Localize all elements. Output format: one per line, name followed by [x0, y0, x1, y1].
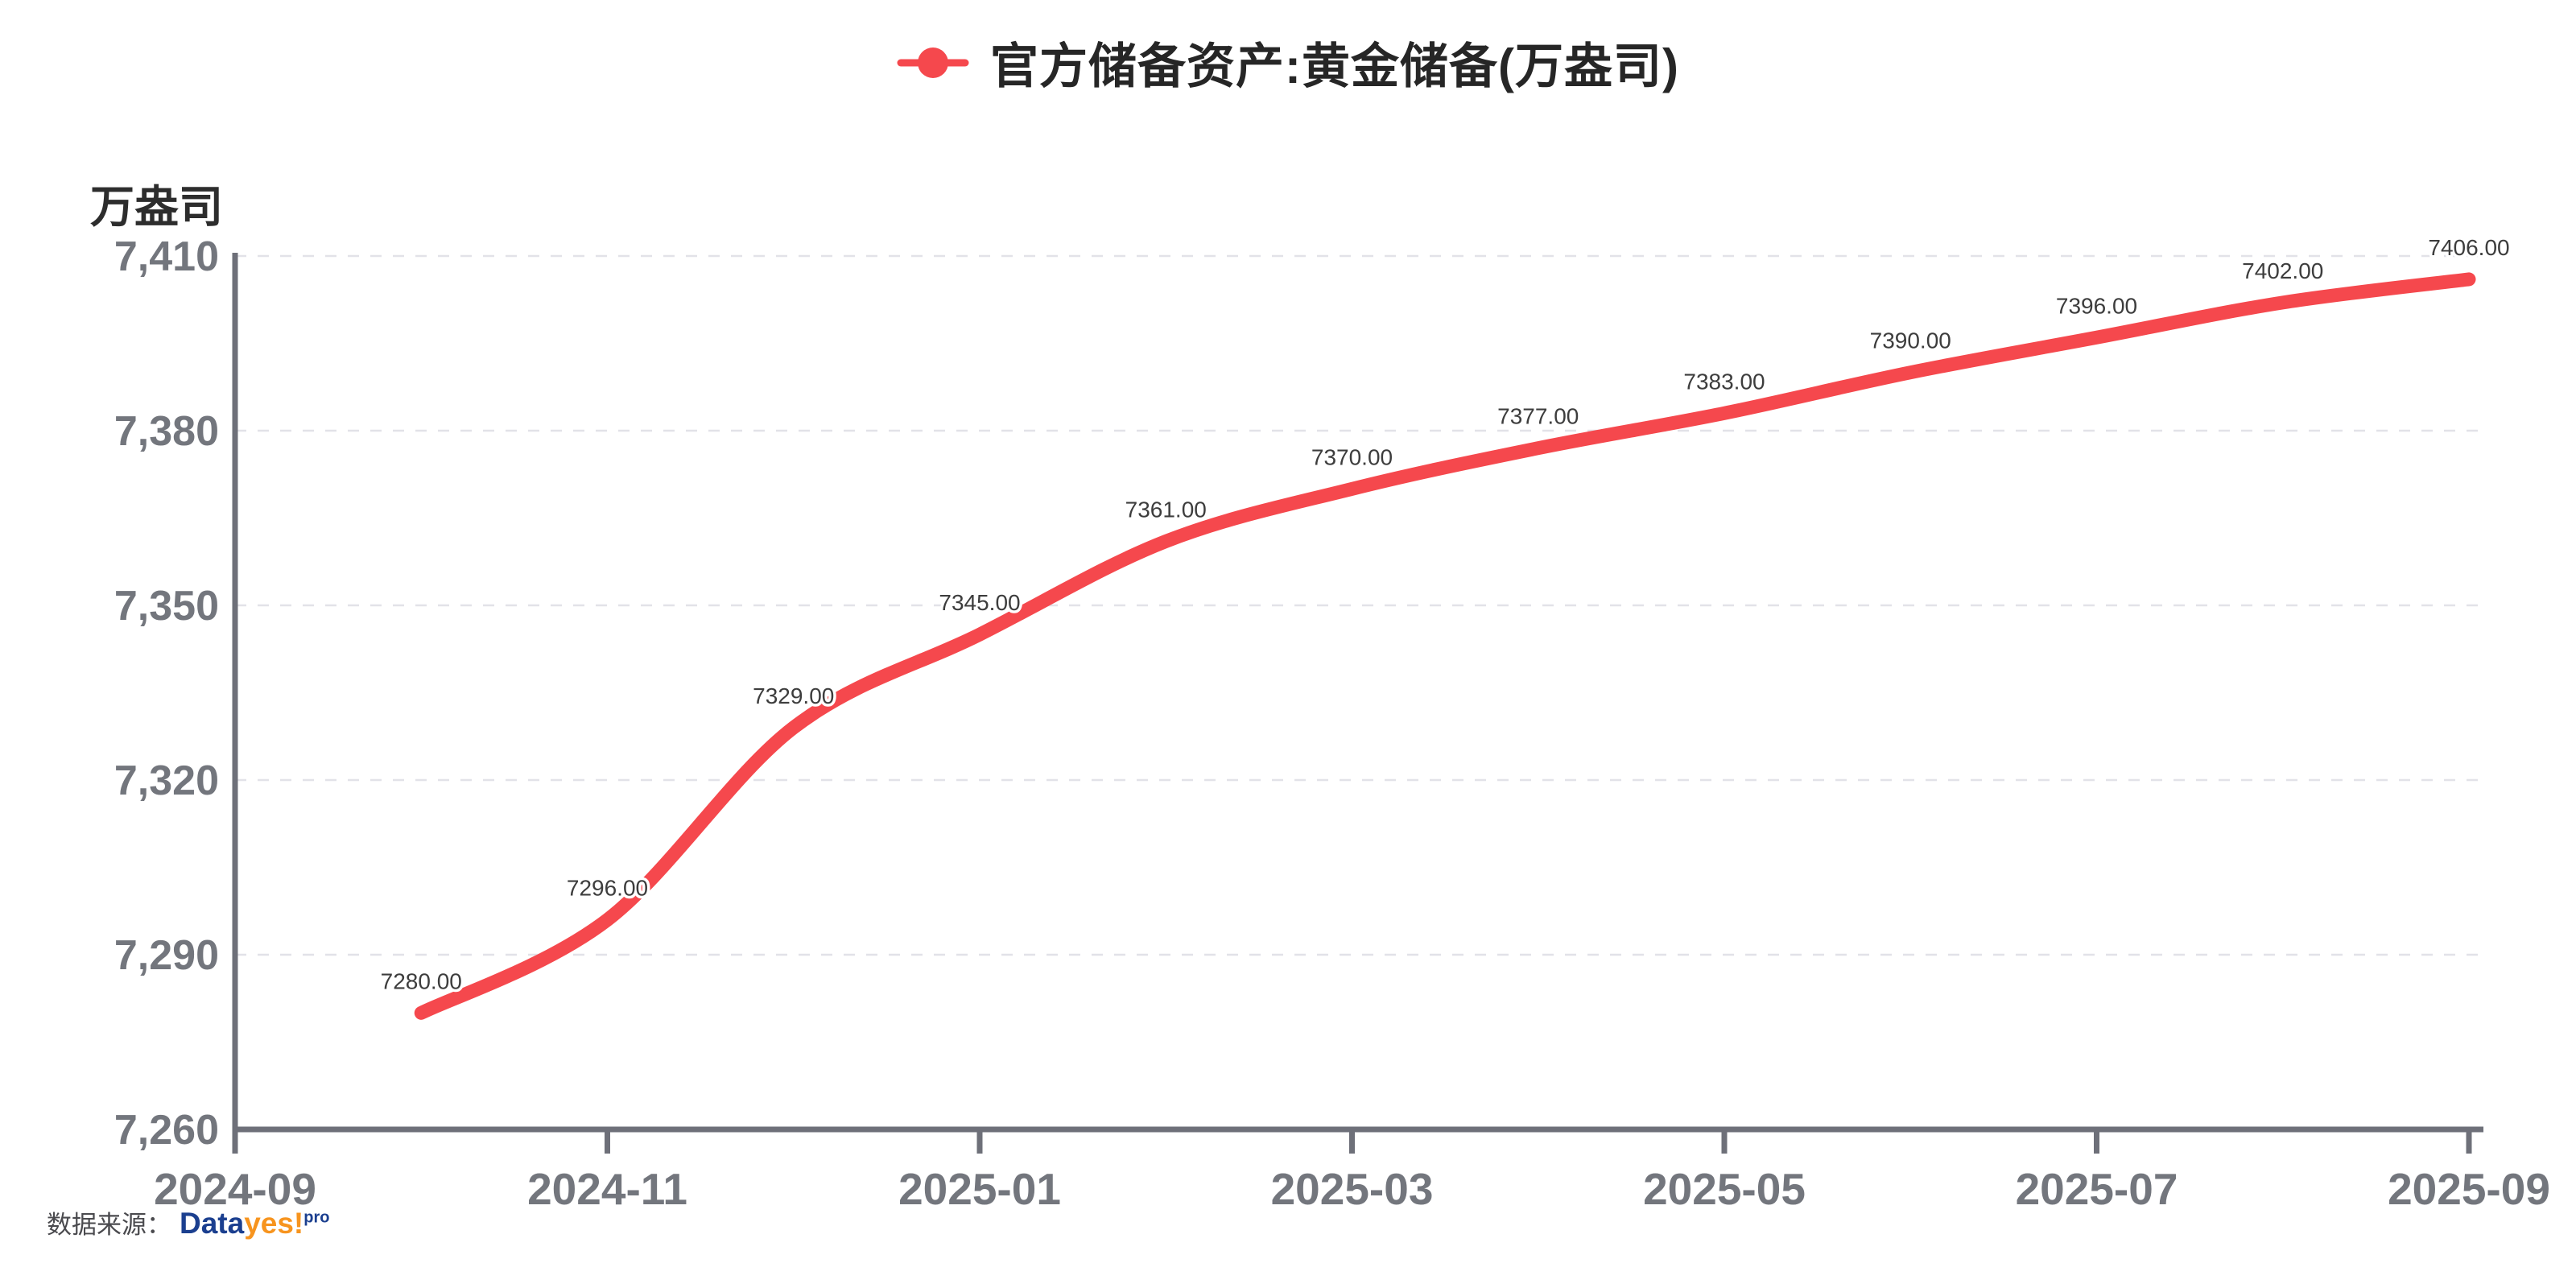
logo-part-pro: pro: [303, 1208, 330, 1227]
data-source: 数据来源： Datayes!pro: [47, 1204, 329, 1241]
chart-header: 官方储备资产:黄金储备(万盎司): [0, 27, 2576, 97]
svg-text:2025-09: 2025-09: [2388, 1164, 2550, 1214]
source-label: 数据来源：: [47, 1211, 171, 1239]
svg-text:7296.00: 7296.00: [567, 876, 648, 901]
svg-text:2024-11: 2024-11: [527, 1164, 687, 1214]
svg-text:7361.00: 7361.00: [1125, 497, 1207, 522]
svg-text:7390.00: 7390.00: [1870, 328, 1951, 353]
svg-text:7329.00: 7329.00: [753, 683, 834, 708]
svg-text:7,380: 7,380: [114, 408, 219, 455]
y-axis-unit-label: 万盎司: [90, 182, 223, 232]
svg-text:7402.00: 7402.00: [2242, 258, 2323, 283]
svg-text:7383.00: 7383.00: [1683, 369, 1765, 394]
logo-part-data: Data: [180, 1207, 245, 1240]
gridlines: [235, 254, 2483, 956]
y-axis-labels: 7,260 7,290 7,320 7,350 7,380 7,410: [114, 233, 219, 1154]
data-labels: 7280.00 7296.00 7329.00 7345.00 7361.00 7370.…: [378, 232, 2512, 996]
logo-part-yes: yes!: [244, 1207, 304, 1240]
svg-text:2025-07: 2025-07: [2016, 1164, 2178, 1214]
svg-text:7,260: 7,260: [114, 1107, 219, 1154]
svg-text:2025-01: 2025-01: [898, 1164, 1061, 1214]
svg-text:7370.00: 7370.00: [1311, 444, 1393, 469]
chart-title: 官方储备资产:黄金储备(万盎司): [990, 39, 1679, 93]
svg-text:7377.00: 7377.00: [1497, 404, 1579, 429]
svg-text:2025-05: 2025-05: [1643, 1164, 1806, 1214]
axes: [232, 253, 2483, 1154]
svg-text:2025-03: 2025-03: [1271, 1164, 1434, 1214]
svg-text:7,290: 7,290: [114, 932, 219, 979]
x-axis-labels: 2024-09 2024-11 2025-01 2025-03 2025-05 2025-…: [154, 1164, 2550, 1214]
svg-text:7406.00: 7406.00: [2428, 235, 2509, 260]
svg-text:7345.00: 7345.00: [939, 590, 1020, 615]
svg-text:7,410: 7,410: [114, 233, 219, 280]
svg-text:7,320: 7,320: [114, 758, 219, 804]
svg-text:2024-09: 2024-09: [154, 1164, 316, 1214]
svg-text:7396.00: 7396.00: [2056, 293, 2137, 318]
svg-text:7,350: 7,350: [114, 583, 219, 630]
series-line[interactable]: [414, 272, 2476, 1020]
legend-marker-icon[interactable]: [897, 46, 969, 80]
datayes-logo: Datayes!pro: [180, 1207, 329, 1241]
svg-text:7280.00: 7280.00: [381, 968, 462, 993]
